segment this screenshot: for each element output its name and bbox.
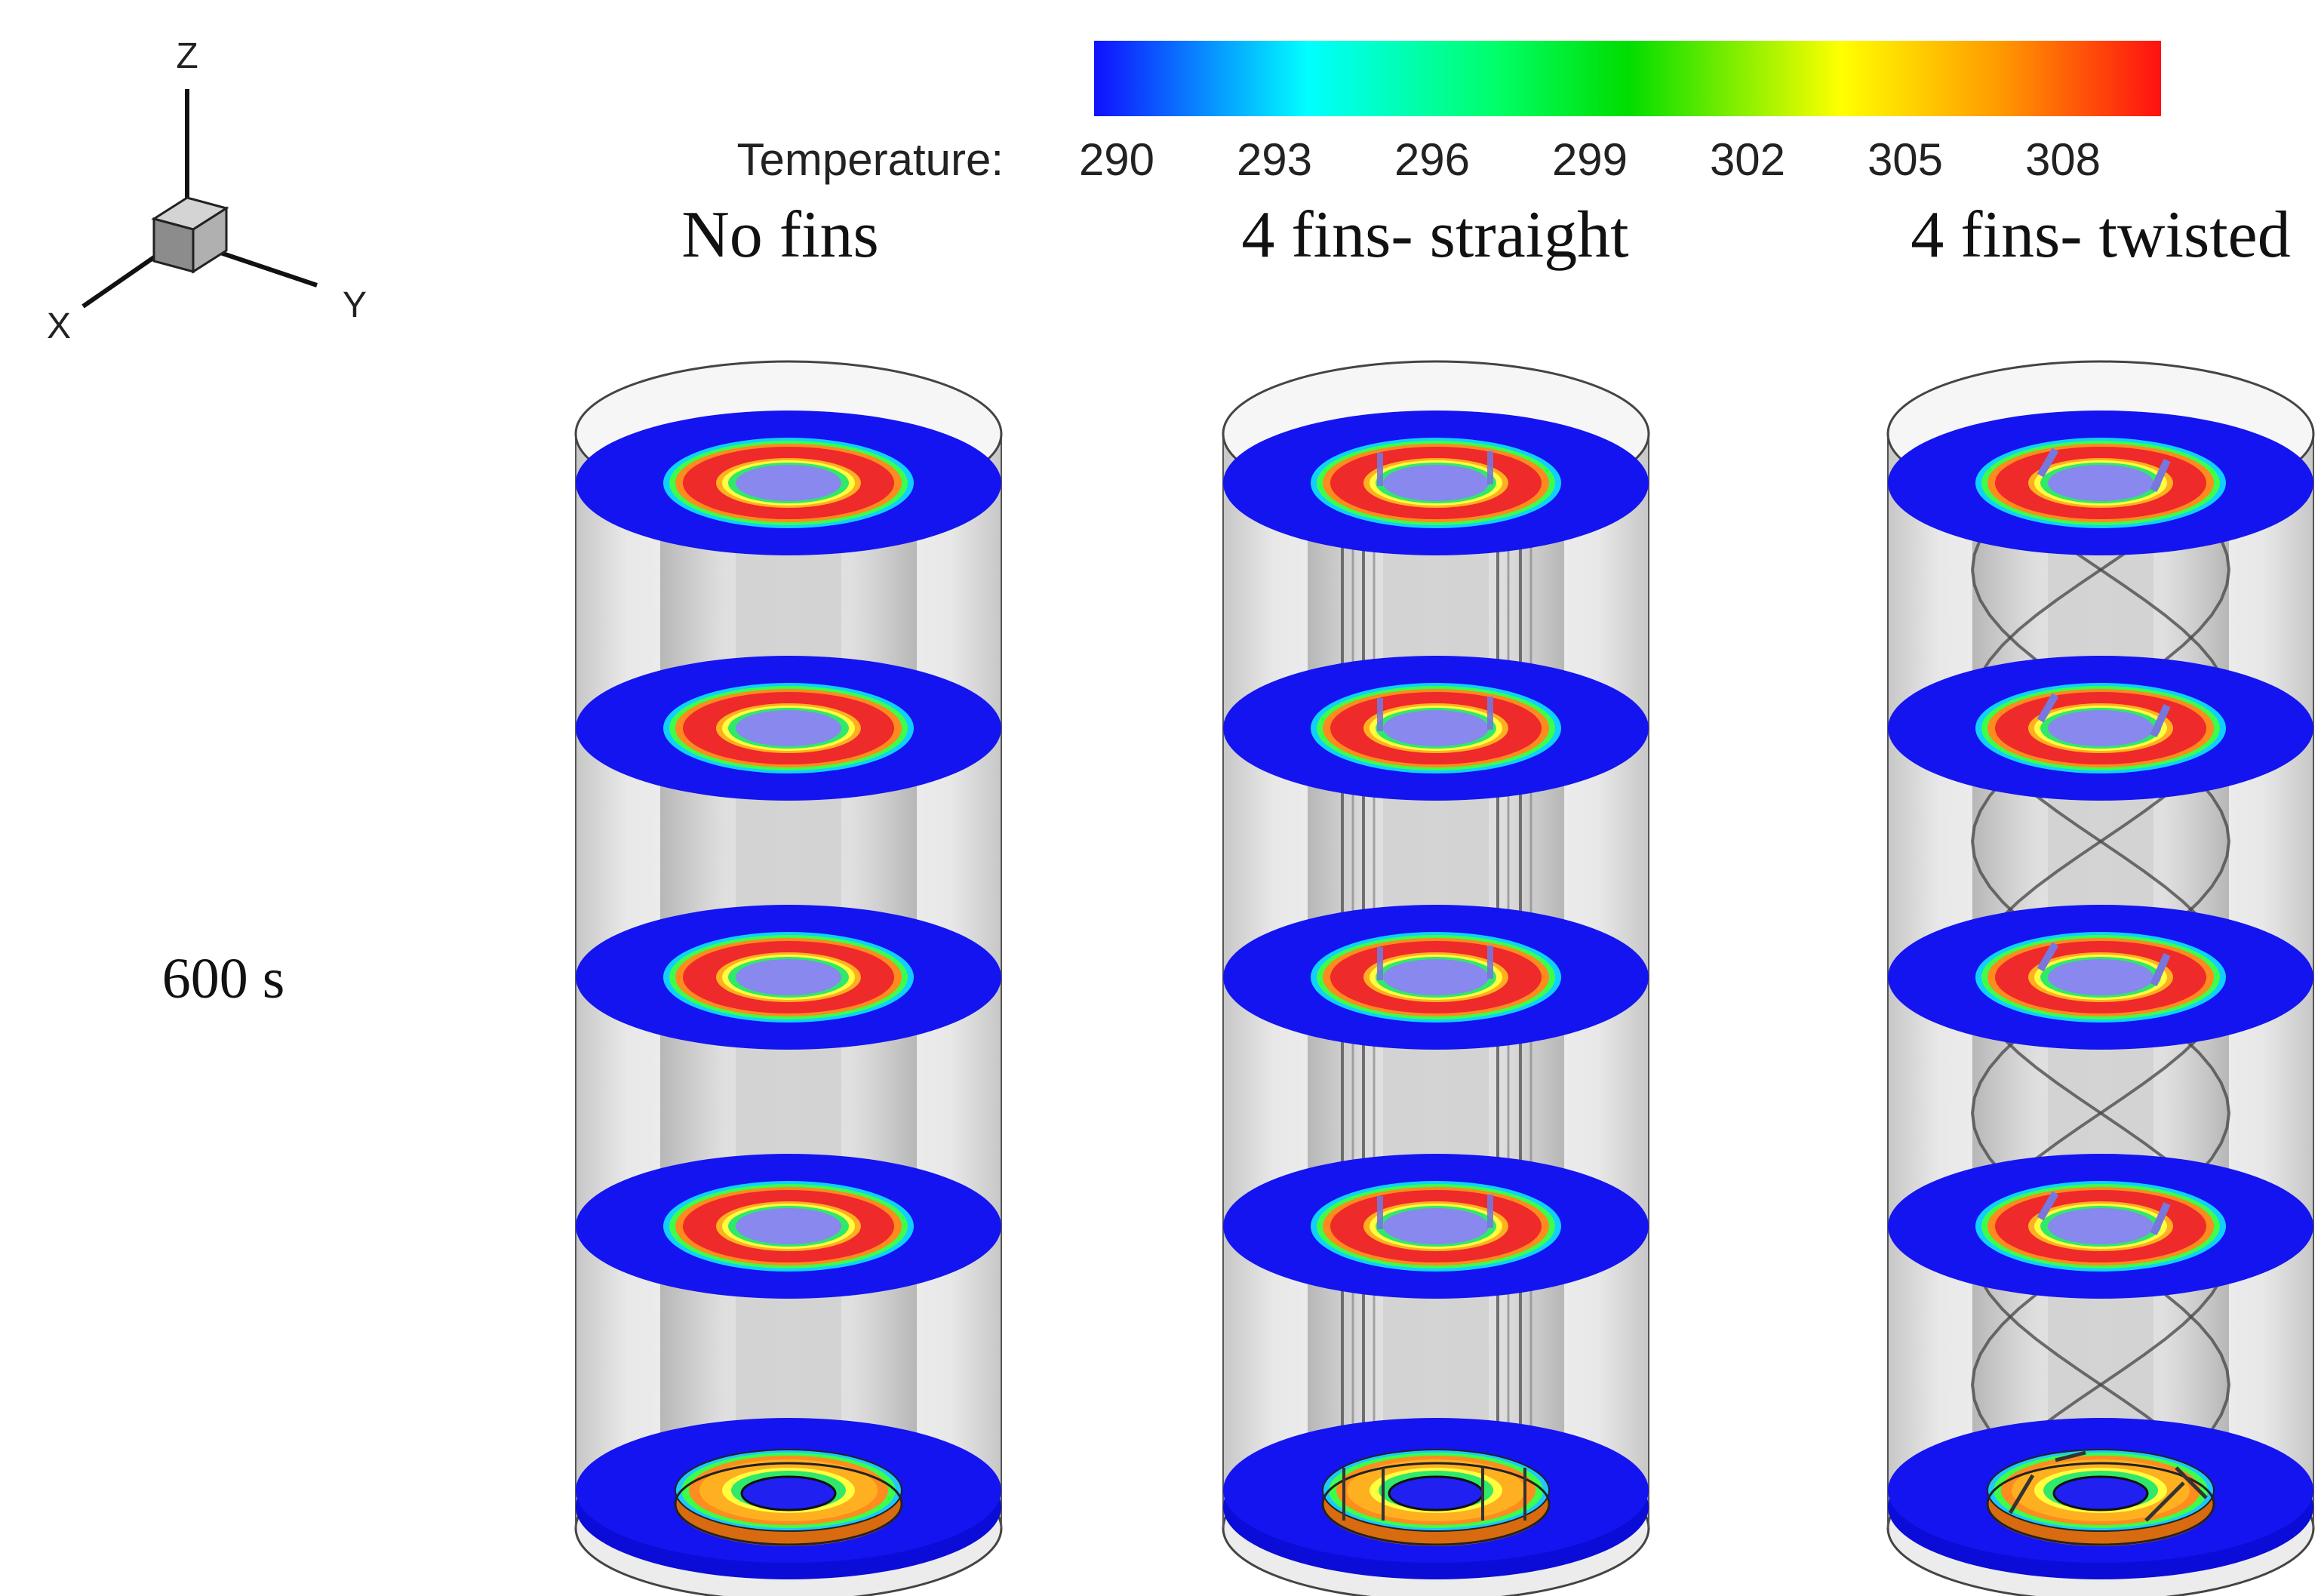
cylinder-panel: 4 fins- twisted — [1886, 198, 2315, 1596]
cylinder-panel: No fins — [574, 198, 1003, 1596]
colorbar-tick-label: 302 — [1710, 134, 1785, 185]
temperature-slice — [1223, 411, 1649, 555]
base-temperature-slice — [1888, 1418, 2313, 1579]
axes-triad: Z X Y — [47, 36, 367, 346]
z-axis-label: Z — [176, 36, 198, 76]
colorbar-tick-label: 308 — [2025, 134, 2101, 185]
panel-title: No fins — [681, 198, 879, 272]
temperature-slice — [1888, 905, 2313, 1050]
cylinder-panel: 4 fins- straight — [1222, 198, 1650, 1596]
colorbar-tick-label: 290 — [1079, 134, 1154, 185]
panel-title: 4 fins- straight — [1241, 198, 1628, 272]
cube-icon — [151, 196, 229, 274]
colorbar-tick-label: 299 — [1552, 134, 1628, 185]
temperature-slice — [1888, 1154, 2313, 1299]
base-temperature-slice — [576, 1418, 1001, 1579]
temperature-slice — [576, 905, 1001, 1050]
colorbar-label: Temperature: — [737, 134, 1004, 185]
temperature-slice — [576, 656, 1001, 801]
y-axis-label: Y — [343, 285, 367, 325]
temperature-slice — [1888, 656, 2313, 801]
colorbar-tick-label: 305 — [1868, 134, 1943, 185]
temperature-slice — [576, 411, 1001, 555]
colorbar-tick-label: 296 — [1394, 134, 1470, 185]
base-temperature-slice — [1223, 1418, 1649, 1579]
colorbar-gradient — [1094, 41, 2161, 116]
colorbar-tick-label: 293 — [1237, 134, 1312, 185]
temperature-slice — [576, 1154, 1001, 1299]
time-label: 600 s — [162, 947, 285, 1010]
x-axis-label: X — [47, 306, 71, 346]
temperature-slice — [1223, 1154, 1649, 1299]
temperature-slice — [1223, 656, 1649, 801]
panel-title: 4 fins- twisted — [1911, 198, 2291, 272]
temperature-slice — [1223, 905, 1649, 1050]
panels: No fins 4 fins- straight 4 fins- twisted — [574, 198, 2315, 1596]
temperature-slice — [1888, 411, 2313, 555]
colorbar: Temperature: 290 293 296 299 302 305 308 — [737, 41, 2161, 185]
colorbar-ticks: 290 293 296 299 302 305 308 — [1079, 134, 2101, 185]
